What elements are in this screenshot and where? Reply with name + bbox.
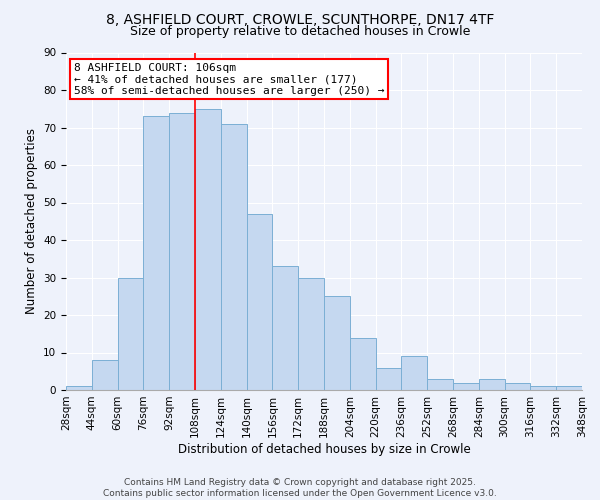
Bar [247, 214, 272, 390]
Text: Contains HM Land Registry data © Crown copyright and database right 2025.
Contai: Contains HM Land Registry data © Crown c… [103, 478, 497, 498]
Bar [479, 379, 505, 390]
Bar [401, 356, 427, 390]
Text: 8 ASHFIELD COURT: 106sqm
← 41% of detached houses are smaller (177)
58% of semi-: 8 ASHFIELD COURT: 106sqm ← 41% of detach… [74, 62, 384, 96]
Bar [169, 112, 195, 390]
Bar [350, 338, 376, 390]
Text: Size of property relative to detached houses in Crowle: Size of property relative to detached ho… [130, 25, 470, 38]
Bar [92, 360, 118, 390]
Y-axis label: Number of detached properties: Number of detached properties [25, 128, 38, 314]
Bar [272, 266, 298, 390]
Bar [143, 116, 169, 390]
Bar [530, 386, 556, 390]
Bar [556, 386, 582, 390]
X-axis label: Distribution of detached houses by size in Crowle: Distribution of detached houses by size … [178, 442, 470, 456]
Bar [376, 368, 401, 390]
Bar [453, 382, 479, 390]
Bar [505, 382, 530, 390]
Bar [324, 296, 350, 390]
Bar [427, 379, 453, 390]
Bar [298, 278, 324, 390]
Bar [118, 278, 143, 390]
Text: 8, ASHFIELD COURT, CROWLE, SCUNTHORPE, DN17 4TF: 8, ASHFIELD COURT, CROWLE, SCUNTHORPE, D… [106, 12, 494, 26]
Bar [221, 124, 247, 390]
Bar [195, 109, 221, 390]
Bar [66, 386, 92, 390]
